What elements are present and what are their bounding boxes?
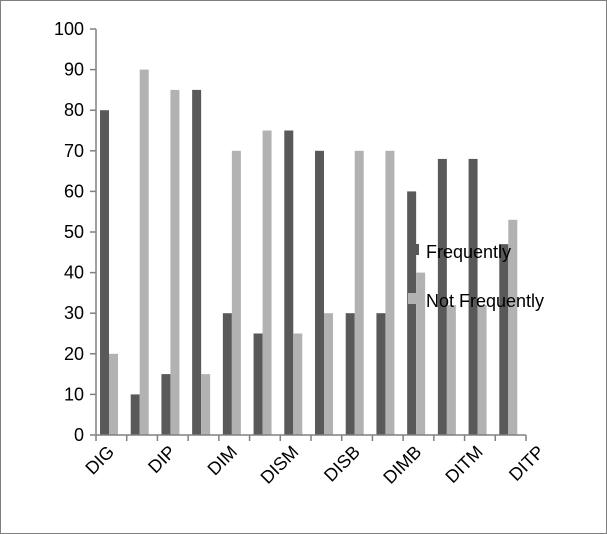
y-tick-label: 100 (54, 19, 84, 39)
bar-not-frequently-dip (170, 89, 180, 436)
y-tick-label: 50 (64, 222, 84, 242)
legend: Frequently Not Frequently (408, 242, 544, 311)
bar-not-frequently-disb (354, 150, 364, 436)
x-tick-label-dip: DIP (144, 442, 179, 477)
y-axis-ticks: 0 10 20 30 40 50 60 70 80 90 100 (54, 19, 96, 445)
x-tick-label-ditp: DITP (505, 442, 548, 485)
bar-frequently-ditm (437, 158, 447, 436)
y-tick-label: 30 (64, 303, 84, 323)
y-tick-label: 70 (64, 141, 84, 161)
legend-swatch-frequently (408, 244, 419, 255)
bar-frequently-dib (315, 150, 324, 436)
bar-frequently-dimb (376, 313, 386, 435)
bar-frequently-dims (407, 191, 417, 435)
bar-frequently-disb (345, 313, 355, 435)
x-axis-ticks: DIG DIP DIM DISM DISB DIMB DITM DITP (81, 435, 548, 488)
bar-frequently-disp (192, 89, 202, 436)
y-tick-label: 0 (74, 425, 84, 445)
bar-not-frequently-dig (109, 353, 118, 435)
y-tick-label: 10 (64, 384, 84, 404)
bars-group (100, 69, 518, 436)
bar-frequently-dis (253, 333, 263, 435)
bar-not-frequently-dib (324, 313, 333, 435)
x-tick-label-dism: DISM (257, 442, 303, 488)
bar-not-frequently-dits (508, 219, 518, 435)
bar-frequently-dits (499, 244, 509, 435)
bar-frequently-dism (284, 130, 294, 435)
legend-swatch-not-frequently (408, 293, 419, 304)
y-tick-label: 20 (64, 344, 84, 364)
bar-frequently-dig (100, 110, 109, 435)
bar-not-frequently-dism (293, 333, 303, 435)
bar-frequently-disg (130, 394, 140, 435)
y-tick-label: 60 (64, 181, 84, 201)
legend-label-frequently: Frequently (426, 242, 511, 262)
x-tick-label-disb: DISB (320, 442, 364, 486)
bar-frequently-dip (161, 374, 171, 435)
bar-not-frequently-disp (201, 374, 211, 435)
y-tick-label: 90 (64, 60, 84, 80)
x-tick-label-dim: DIM (204, 442, 241, 479)
y-tick-label: 40 (64, 263, 84, 283)
bar-not-frequently-dis (262, 130, 272, 435)
bar-frequently-ditp (468, 158, 478, 436)
bar-not-frequently-ditp (477, 305, 487, 435)
x-tick-label-dimb: DIMB (379, 442, 425, 488)
legend-label-not-frequently: Not Frequently (426, 291, 544, 311)
bar-not-frequently-dims (416, 272, 426, 435)
bar-not-frequently-ditm (446, 305, 456, 435)
x-tick-label-ditm: DITM (442, 442, 487, 487)
y-tick-label: 80 (64, 100, 84, 120)
bar-not-frequently-dimb (385, 150, 395, 436)
x-tick-label-dig: DIG (81, 442, 118, 479)
bar-frequently-dim (222, 313, 232, 435)
bar-not-frequently-disg (139, 69, 149, 435)
bar-not-frequently-dim (231, 150, 241, 436)
